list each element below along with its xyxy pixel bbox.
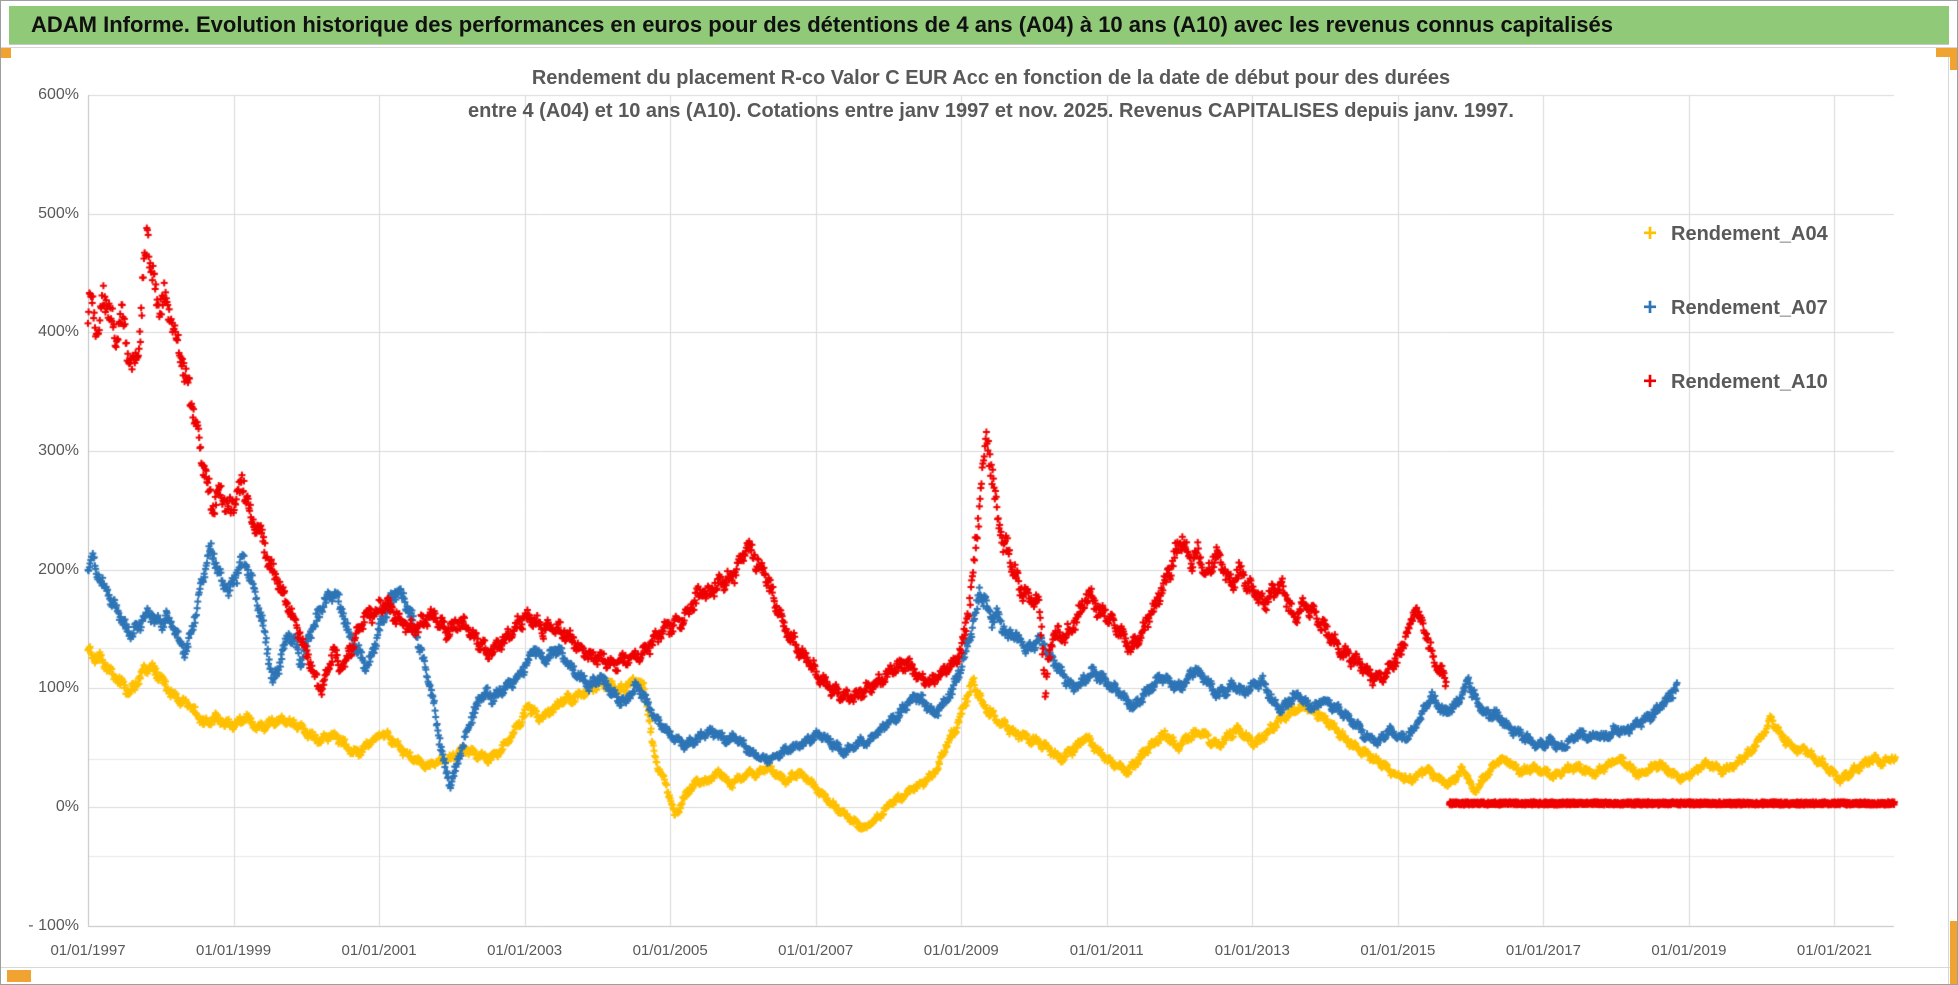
y-axis-tick-label: 600% <box>38 86 79 104</box>
y-axis-tick-label: 0% <box>55 798 79 815</box>
chart-title-line2: entre 4 (A04) et 10 ans (A10). Cotations… <box>468 100 1514 122</box>
legend-label: Rendement_A10 <box>1671 370 1828 393</box>
chart-legend: + Rendement_A04 + Rendement_A07 + Rendem… <box>1637 197 1828 419</box>
legend-item-a07[interactable]: + Rendement_A07 <box>1637 271 1828 345</box>
x-axis-tick-label: 01/01/2001 <box>341 942 417 959</box>
legend-item-a04[interactable]: + Rendement_A04 <box>1637 197 1828 271</box>
plus-marker-icon: + <box>1642 368 1657 395</box>
x-axis-tick-label: 01/01/2013 <box>1214 942 1290 959</box>
plus-marker-icon: + <box>1642 294 1657 321</box>
y-axis-tick-label: 100% <box>38 679 79 697</box>
y-axis-tick-label: - 100% <box>28 916 79 934</box>
y-axis-tick-label: 200% <box>38 560 79 578</box>
y-axis-tick-label: 400% <box>38 323 79 341</box>
x-axis-tick-label: 01/01/1999 <box>195 942 272 959</box>
x-axis-tick-label: 01/01/2017 <box>1505 942 1581 959</box>
y-axis-tick-label: 300% <box>38 442 79 460</box>
legend-label: Rendement_A04 <box>1671 222 1828 245</box>
x-axis-tick-label: 01/01/2015 <box>1360 942 1436 959</box>
x-axis-tick-label: 01/01/2003 <box>487 942 563 959</box>
x-axis-tick-label: 01/01/2021 <box>1796 942 1873 959</box>
x-axis-tick-label: 01/01/2019 <box>1651 942 1727 959</box>
x-axis-tick-label: 01/01/1997 <box>50 942 126 959</box>
chart-title-line1: Rendement du placement R-co Valor C EUR … <box>531 67 1451 89</box>
x-axis-tick-label: 01/01/2005 <box>632 942 708 959</box>
legend-item-a10[interactable]: + Rendement_A10 <box>1637 345 1828 419</box>
x-axis-tick-label: 01/01/2011 <box>1069 942 1144 959</box>
x-axis-tick-label: 01/01/2007 <box>778 942 854 959</box>
plus-marker-icon: + <box>1642 220 1657 247</box>
x-axis-tick-label: 01/01/2009 <box>923 942 999 959</box>
legend-label: Rendement_A07 <box>1671 296 1828 319</box>
y-axis-tick-label: 500% <box>38 204 79 222</box>
